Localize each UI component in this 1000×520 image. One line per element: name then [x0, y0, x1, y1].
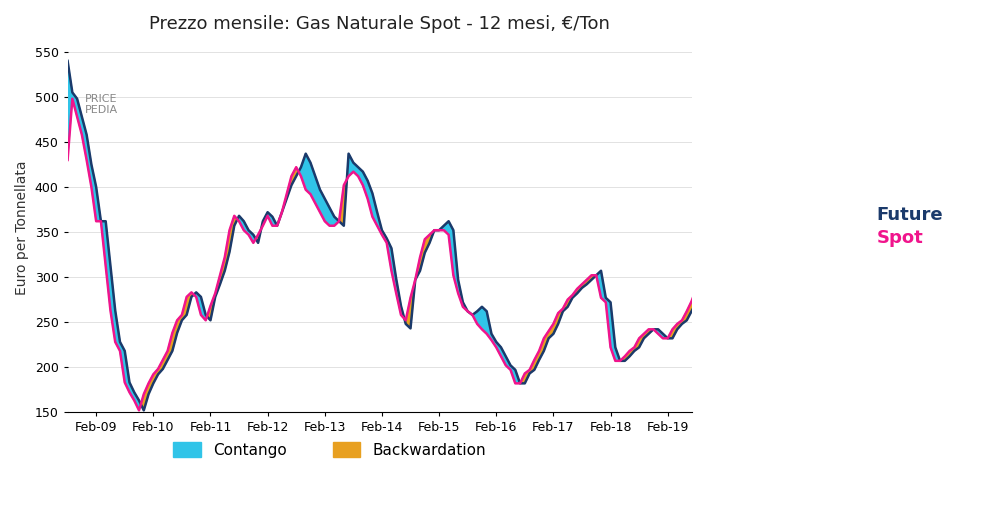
Y-axis label: Euro per Tonnellata: Euro per Tonnellata — [15, 160, 29, 295]
Title: Prezzo mensile: Gas Naturale Spot - 12 mesi, €/Ton: Prezzo mensile: Gas Naturale Spot - 12 m… — [149, 15, 610, 33]
Text: Future: Future — [877, 205, 943, 224]
Text: Spot: Spot — [877, 229, 924, 247]
Text: PRICE
PEDIA: PRICE PEDIA — [85, 94, 118, 115]
Legend: Contango, Backwardation: Contango, Backwardation — [167, 435, 492, 464]
